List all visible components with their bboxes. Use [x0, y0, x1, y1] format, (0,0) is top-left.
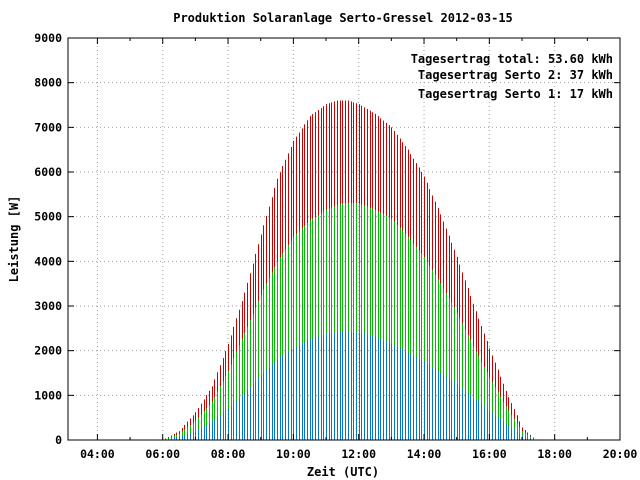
axis-ticks: 0 1000 2000 3000 4000 5000 6000 7000 8000 9000 04:… — [34, 31, 637, 461]
chart-title: Produktion Solaranlage Serto-Gressel 201… — [173, 11, 513, 25]
bar-series — [165, 100, 534, 440]
y-tick-label: 1000 — [34, 388, 62, 402]
x-tick-label: 08:00 — [211, 447, 246, 461]
y-tick-label: 5000 — [34, 210, 62, 224]
y-tick-label: 6000 — [34, 165, 62, 179]
y-tick-label: 3000 — [34, 299, 62, 313]
x-tick-label: 14:00 — [407, 447, 442, 461]
y-tick-label: 7000 — [34, 120, 62, 134]
x-tick-label: 18:00 — [537, 447, 572, 461]
legend-entry-serto-1: Tagesertrag Serto 1: 17 kWh — [418, 87, 613, 101]
y-tick-label: 9000 — [34, 31, 62, 45]
x-axis-label: Zeit (UTC) — [307, 465, 379, 479]
y-tick-label: 0 — [55, 433, 62, 447]
y-tick-label: 8000 — [34, 76, 62, 90]
x-tick-label: 10:00 — [276, 447, 311, 461]
legend-entry-total: Tagesertrag total: 53.60 kWh — [411, 52, 613, 66]
plot-border — [67, 37, 621, 441]
legend-entry-serto-2: Tagesertrag Serto 2: 37 kWh — [418, 68, 613, 82]
legend: Tagesertrag total: 53.60 kWh Tagesertrag… — [411, 52, 613, 101]
x-tick-label: 16:00 — [472, 447, 507, 461]
y-tick-label: 2000 — [34, 344, 62, 358]
y-axis-label: Leistung [W] — [7, 196, 21, 283]
y-tick-label: 4000 — [34, 254, 62, 268]
x-tick-label: 12:00 — [341, 447, 376, 461]
x-tick-label: 20:00 — [603, 447, 638, 461]
x-tick-label: 04:00 — [80, 447, 115, 461]
x-tick-label: 06:00 — [145, 447, 180, 461]
